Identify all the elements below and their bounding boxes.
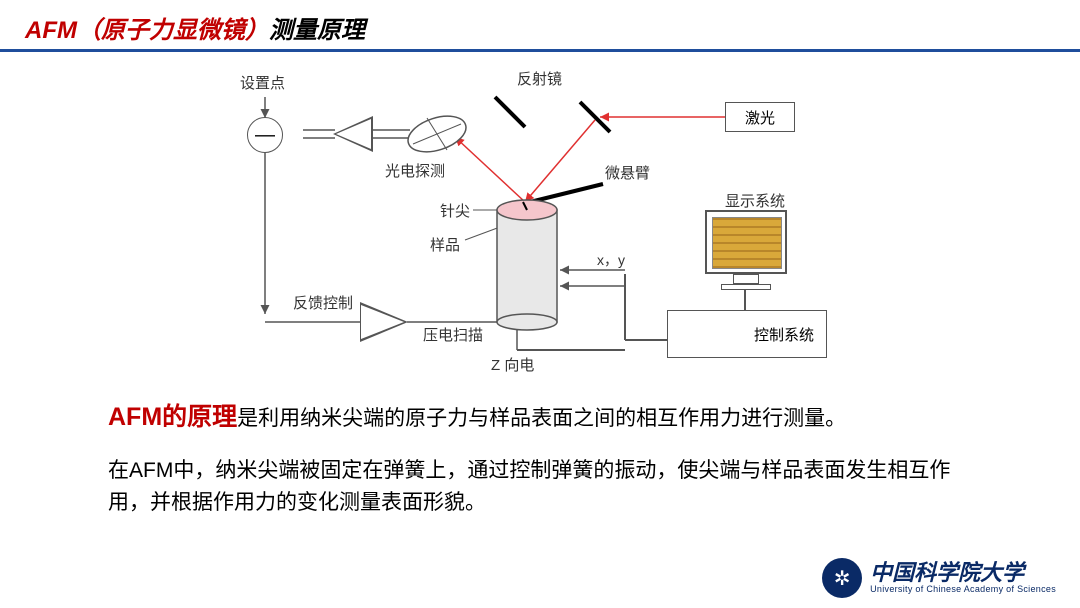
- comparator-node: —: [247, 117, 283, 153]
- label-setpoint: 设置点: [240, 72, 285, 93]
- control-box: 控制系统: [667, 310, 827, 358]
- paragraph-2: 在AFM中，纳米尖端被固定在弹簧上，通过控制弹簧的振动，使尖端与样品表面发生相互…: [108, 455, 972, 520]
- body-text: AFM的原理是利用纳米尖端的原子力与样品表面之间的相互作用力进行测量。 在AFM…: [0, 382, 1080, 520]
- display-stand: [733, 274, 759, 284]
- label-photodetect: 光电探测: [385, 160, 445, 181]
- label-zdrive: Z 向电: [491, 354, 534, 375]
- laser-box: 激光: [725, 102, 795, 132]
- label-control: 控制系统: [754, 324, 814, 345]
- label-laser: 激光: [745, 107, 775, 128]
- label-sample: 样品: [430, 234, 460, 255]
- title-part-2: 测量原理: [269, 17, 365, 44]
- display-monitor: [705, 210, 787, 274]
- label-piezo: 压电扫描: [423, 324, 483, 345]
- amplifier-1-icon-inner: [336, 119, 371, 149]
- afm-diagram: 设置点 — 反射镜 激光 光电探测 微悬臂 针尖 样品 显示系统 x，y 反馈控…: [205, 62, 875, 382]
- highlight-afm-principle: AFM的原理: [108, 403, 237, 431]
- label-xy: x，y: [597, 250, 625, 270]
- label-display: 显示系统: [725, 190, 785, 211]
- label-feedback: 反馈控制: [293, 292, 353, 313]
- ucas-seal-icon: ✲: [822, 558, 862, 598]
- footer-logo: ✲ 中国科学院大学 University of Chinese Academy …: [822, 558, 1056, 598]
- slide-title: AFM（原子力显微镜）测量原理: [0, 0, 1080, 52]
- display-base: [721, 284, 771, 290]
- title-part-1: AFM（原子力显微镜）: [25, 17, 269, 44]
- label-mirror: 反射镜: [517, 68, 562, 89]
- amplifier-2-icon-inner: [361, 305, 404, 339]
- footer-cn: 中国科学院大学: [870, 562, 1056, 584]
- paragraph-1: AFM的原理是利用纳米尖端的原子力与样品表面之间的相互作用力进行测量。: [108, 398, 972, 437]
- paragraph-1-rest: 是利用纳米尖端的原子力与样品表面之间的相互作用力进行测量。: [237, 407, 846, 430]
- footer-en: University of Chinese Academy of Science…: [870, 584, 1056, 594]
- label-cantilever: 微悬臂: [605, 162, 650, 183]
- label-tip: 针尖: [440, 200, 470, 221]
